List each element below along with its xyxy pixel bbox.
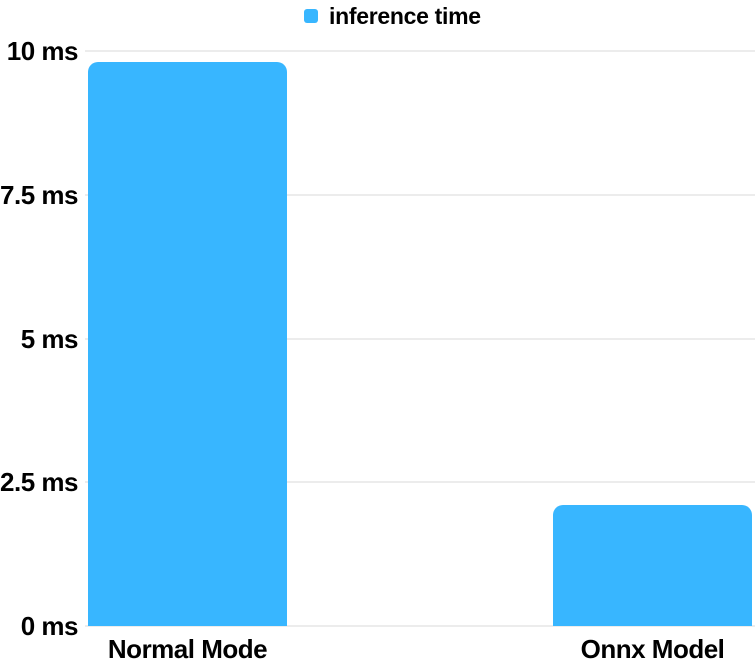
y-axis-tick-label: 5 ms xyxy=(20,323,79,354)
x-axis-category-label: Normal Mode xyxy=(107,634,268,664)
bar-normal-mode xyxy=(88,62,287,626)
gridline-2.5 xyxy=(85,481,755,484)
y-axis-tick-label: 7.5 ms xyxy=(0,179,78,210)
bar-onnx-model xyxy=(553,505,752,626)
legend-swatch-icon xyxy=(304,9,318,23)
gridline-0 xyxy=(85,625,755,627)
gridline-10 xyxy=(85,50,755,52)
y-axis-tick-label: 2.5 ms xyxy=(0,467,78,498)
chart-legend: inference time xyxy=(304,3,481,29)
y-axis-tick-label: 10 ms xyxy=(6,36,79,66)
x-axis-category-label: Onnx Model xyxy=(580,634,725,664)
legend-label: inference time xyxy=(329,2,481,29)
gridline-7.5 xyxy=(85,193,755,196)
gridline-5 xyxy=(85,337,755,340)
y-axis-tick-label: 0 ms xyxy=(20,611,79,641)
